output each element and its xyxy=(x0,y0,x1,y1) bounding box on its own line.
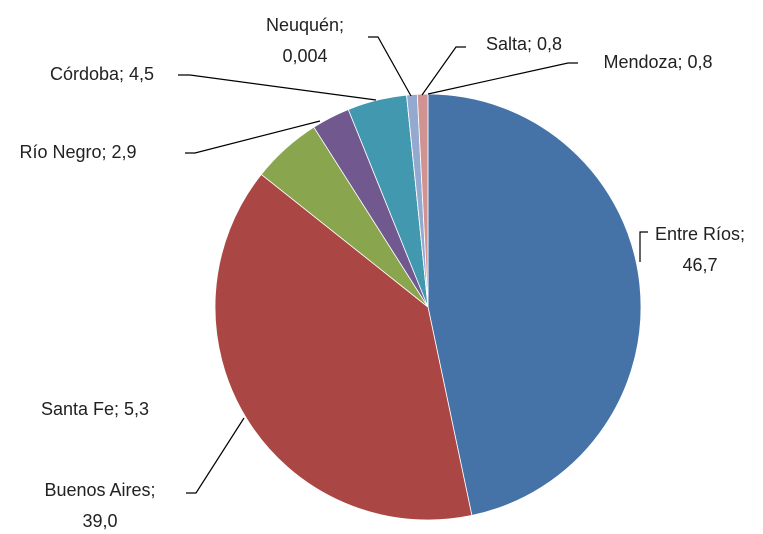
leader-line xyxy=(185,120,321,154)
data-label: Salta; 0,8 xyxy=(486,34,562,54)
data-label: Entre Ríos; 46,7 xyxy=(655,224,745,275)
data-label: Río Negro; 2,9 xyxy=(19,142,136,162)
data-label: Mendoza; 0,8 xyxy=(603,52,712,72)
leader-line xyxy=(178,74,377,101)
leader-line xyxy=(639,231,648,262)
pie-slice xyxy=(214,173,473,521)
pie-slice xyxy=(427,93,642,516)
leader-line xyxy=(421,46,466,96)
leader-line xyxy=(427,62,578,95)
data-label: Buenos Aires; 39,0 xyxy=(44,480,155,531)
leader-line xyxy=(186,417,245,494)
data-label: Neuquén; 0,004 xyxy=(266,15,344,66)
data-label: Córdoba; 4,5 xyxy=(50,64,154,84)
leader-line xyxy=(368,36,412,97)
data-label: Santa Fe; 5,3 xyxy=(41,399,149,419)
